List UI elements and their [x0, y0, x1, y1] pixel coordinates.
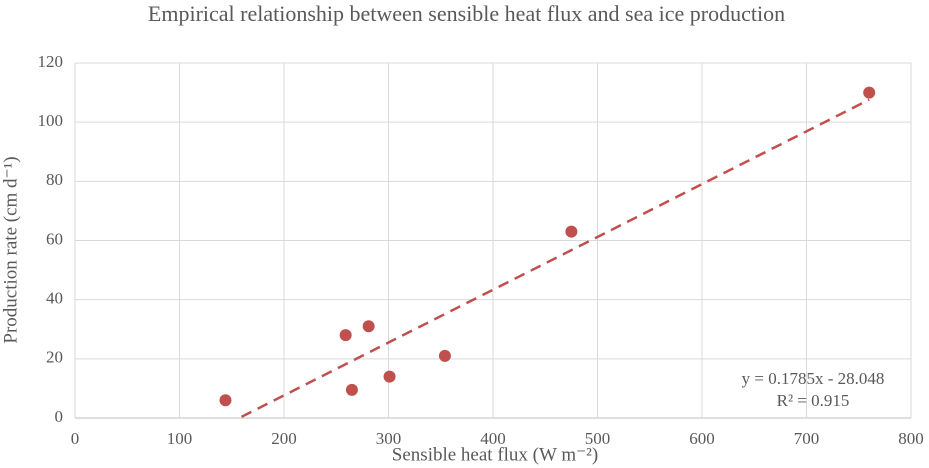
x-tick-label: 800: [898, 429, 924, 448]
chart-title: Empirical relationship between sensible …: [147, 1, 786, 26]
y-tick-label: 0: [55, 407, 64, 426]
data-point: [362, 320, 375, 333]
y-tick-label: 20: [46, 348, 63, 367]
x-tick-label: 300: [376, 429, 402, 448]
trendline-equation: y = 0.1785x - 28.048: [742, 369, 885, 388]
x-tick-label: 400: [480, 429, 506, 448]
trendline-r2: R² = 0.915: [777, 391, 850, 410]
y-tick-label: 100: [38, 111, 64, 130]
data-point: [383, 370, 396, 383]
x-tick-label: 700: [794, 429, 820, 448]
x-tick-label: 600: [689, 429, 715, 448]
data-point: [438, 349, 451, 362]
data-point: [339, 329, 352, 342]
x-tick-label: 500: [585, 429, 611, 448]
data-point: [863, 86, 876, 99]
data-point: [219, 394, 232, 407]
x-tick-label: 0: [71, 429, 80, 448]
y-tick-label: 80: [46, 170, 63, 189]
x-axis-label: Sensible heat flux (W m⁻²): [392, 444, 598, 465]
data-point: [565, 225, 578, 238]
x-tick-label: 100: [167, 429, 193, 448]
x-tick-label: 200: [271, 429, 297, 448]
y-tick-label: 120: [38, 52, 64, 71]
y-tick-label: 60: [46, 229, 63, 248]
data-point: [345, 383, 358, 396]
y-tick-label: 40: [46, 289, 63, 308]
y-axis-label: Production rate (cm d⁻¹): [0, 156, 21, 343]
trendline: [236, 98, 870, 418]
